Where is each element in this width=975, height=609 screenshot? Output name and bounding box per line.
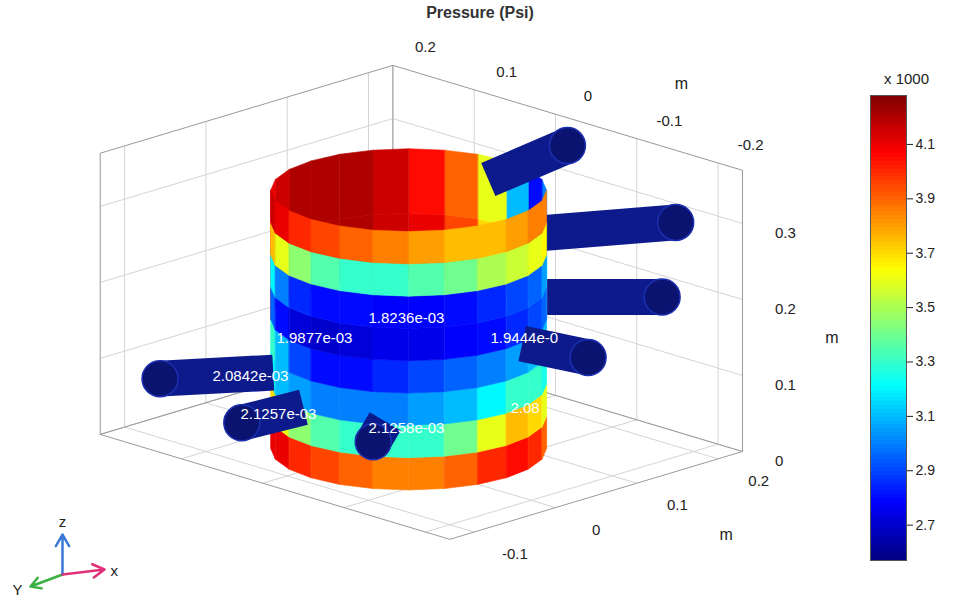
svg-text:2.1257e-03: 2.1257e-03: [241, 405, 317, 422]
svg-text:m: m: [720, 526, 733, 543]
svg-text:m: m: [675, 75, 688, 92]
svg-text:3.3: 3.3: [916, 353, 936, 369]
svg-text:1.9877e-03: 1.9877e-03: [277, 329, 353, 346]
svg-text:2.7: 2.7: [916, 517, 936, 533]
svg-text:-0.1: -0.1: [502, 545, 528, 562]
svg-text:-0.2: -0.2: [738, 136, 764, 153]
svg-text:0: 0: [584, 87, 592, 104]
svg-text:3.5: 3.5: [916, 299, 936, 315]
svg-text:0.2: 0.2: [775, 300, 796, 317]
svg-text:Y: Y: [12, 581, 22, 598]
svg-text:0: 0: [775, 452, 783, 469]
svg-text:x: x: [111, 562, 119, 579]
svg-text:x 1000: x 1000: [884, 70, 929, 87]
svg-text:z: z: [59, 513, 67, 530]
svg-text:2.1258e-03: 2.1258e-03: [369, 419, 445, 436]
svg-text:-0.1: -0.1: [656, 112, 682, 129]
svg-text:0.1: 0.1: [775, 376, 796, 393]
svg-text:0.1: 0.1: [667, 496, 688, 513]
svg-text:0.2: 0.2: [748, 472, 769, 489]
svg-text:2.0842e-03: 2.0842e-03: [213, 367, 289, 384]
svg-text:3.1: 3.1: [916, 408, 936, 424]
svg-text:3.9: 3.9: [916, 190, 936, 206]
svg-text:1.9444e-0: 1.9444e-0: [491, 329, 559, 346]
svg-text:3.7: 3.7: [916, 245, 936, 261]
html-text:Pressure (Psi): Pressure (Psi): [426, 4, 534, 21]
svg-text:m: m: [825, 329, 838, 346]
svg-text:2.08: 2.08: [511, 399, 540, 416]
svg-text:4.1: 4.1: [916, 136, 936, 152]
svg-text:0.1: 0.1: [496, 63, 517, 80]
svg-text:2.9: 2.9: [916, 462, 936, 478]
svg-text:0.3: 0.3: [775, 224, 796, 241]
svg-text:0.2: 0.2: [415, 38, 436, 55]
svg-text:1.8236e-03: 1.8236e-03: [369, 309, 445, 326]
svg-text:0: 0: [592, 521, 600, 538]
